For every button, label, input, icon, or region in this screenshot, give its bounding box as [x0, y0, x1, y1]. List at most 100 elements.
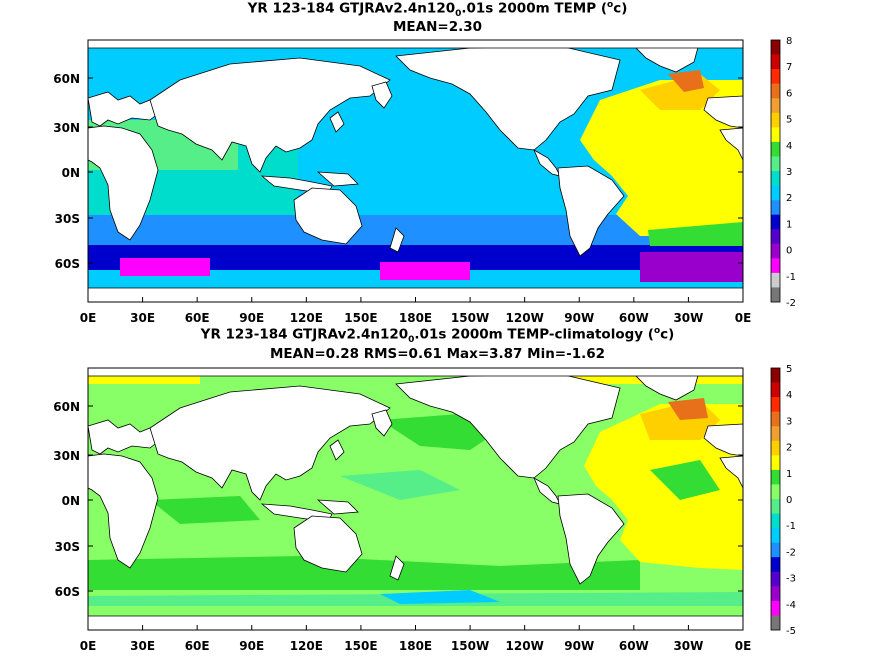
bottom-colorbar-label: 2	[786, 443, 792, 454]
bottom-nordic-seas	[668, 398, 708, 420]
top-lon-label: 90W	[564, 311, 594, 325]
bottom-colorbar-frame	[770, 367, 781, 631]
bottom-colorbar-swatch	[771, 440, 780, 456]
bottom-title-sub: 0	[408, 335, 415, 346]
bottom-colorbar-label: -1	[786, 521, 796, 532]
bottom-colorbar-swatch	[771, 542, 780, 558]
bottom-colorbar-label: -3	[786, 574, 796, 585]
top-colorbar-swatch	[771, 214, 780, 230]
top-colorbar-frame	[770, 39, 781, 303]
bottom-lat-label: 30N	[53, 449, 80, 463]
bottom-colorbar-swatch	[771, 426, 780, 442]
top-lon-label: 120W	[506, 311, 544, 325]
top-axis-labels: 60N 30N 0N 30S 60S 0E 30E 60E 90E 120E 150E 180E 150…	[53, 72, 751, 325]
bottom-lon-label: 90E	[239, 639, 264, 653]
top-lon-label: 0E	[80, 311, 97, 325]
bottom-blue-patch	[380, 590, 500, 604]
top-lat-label: 0N	[62, 166, 80, 180]
bottom-colorbar-swatch	[771, 484, 780, 500]
bottom-colorbar: 5 4 3 2 1 0 -1 -2 -3 -4 -5	[770, 364, 796, 637]
top-colorbar-label: -2	[786, 298, 796, 309]
bottom-colorbar-swatch	[771, 513, 780, 529]
top-lon-label: 0E	[735, 311, 752, 325]
top-lat-label: 60S	[55, 257, 80, 271]
top-lon-label: 90E	[239, 311, 264, 325]
top-colorbar-swatch	[771, 127, 780, 143]
top-colorbar-swatch	[771, 185, 780, 201]
top-colorbar-swatch	[771, 83, 780, 99]
top-colorbar-swatch	[771, 141, 780, 157]
top-colorbar-label: 5	[786, 115, 792, 126]
bottom-colorbar-swatch	[771, 528, 780, 543]
top-map-stats: MEAN=2.30	[392, 19, 483, 35]
bottom-lon-label: 180E	[399, 639, 432, 653]
bottom-colorbar-swatch	[771, 368, 780, 383]
top-colorbar-swatch	[771, 287, 780, 303]
top-colorbar-swatch	[771, 171, 780, 186]
top-lon-label: 60W	[619, 311, 649, 325]
top-ross-sea	[380, 262, 470, 280]
bottom-colorbar-swatch	[771, 455, 780, 471]
bottom-lat-label: 60N	[53, 400, 80, 414]
bottom-lon-label: 90W	[564, 639, 594, 653]
top-colorbar-label: 6	[786, 88, 792, 99]
bottom-lon-label: 60E	[185, 639, 210, 653]
bottom-lon-label: 60W	[619, 639, 649, 653]
top-colorbar: 8 7 6 5 4 3 2 1 0 -1 -2	[770, 36, 796, 309]
top-title-post: .01s 2000m TEMP (	[461, 0, 607, 17]
top-colorbar-swatch	[771, 272, 780, 288]
bottom-title-end: c)	[660, 326, 675, 343]
bottom-colorbar-swatch	[771, 600, 780, 616]
top-colorbar-label: 8	[786, 36, 792, 47]
bottom-colorbar-label: 0	[786, 495, 792, 506]
bottom-lon-label: 150W	[451, 639, 489, 653]
bottom-lon-label: 120E	[290, 639, 323, 653]
bottom-colorbar-swatch	[771, 411, 780, 427]
top-colorbar-swatch	[771, 69, 780, 84]
top-east-antarctic	[120, 258, 210, 276]
bottom-lat-label: 60S	[55, 585, 80, 599]
top-colorbar-swatch	[771, 54, 780, 70]
bottom-axis-labels: 60N 30N 0N 30S 60S 0E 30E 60E 90E 120E 150E 180E 150…	[53, 400, 751, 653]
top-colorbar-swatch	[771, 156, 780, 172]
top-atlantic	[580, 80, 743, 240]
top-lat-label: 30S	[55, 212, 80, 226]
bottom-lat-label: 30S	[55, 540, 80, 554]
top-lon-label: 150E	[344, 311, 377, 325]
bottom-map-title: YR 123-184 GTJRAv2.4n1200.01s 2000m TEMP…	[0, 326, 875, 345]
bottom-map-stats: MEAN=0.28 RMS=0.61 Max=3.87 Min=-1.62	[269, 346, 606, 362]
bottom-green-patch-2	[150, 496, 260, 524]
bottom-colorbar-swatch	[771, 586, 780, 602]
bottom-colorbar-label: 3	[786, 416, 792, 427]
top-colorbar-label: -1	[786, 272, 796, 283]
top-colorbar-swatch	[771, 112, 780, 128]
top-map	[88, 40, 743, 302]
bottom-colorbar-label: 1	[786, 469, 792, 480]
top-lon-label: 30W	[673, 311, 703, 325]
top-colorbar-label: 2	[786, 193, 792, 204]
top-title-end: c)	[613, 0, 628, 17]
top-title-deg: o	[607, 0, 614, 10]
bottom-colorbar-swatch	[771, 571, 780, 587]
bottom-map	[88, 368, 743, 630]
bottom-lon-label: 30E	[130, 639, 155, 653]
top-lat-label: 30N	[53, 121, 80, 135]
bottom-colorbar-swatch	[771, 469, 780, 485]
top-colorbar-swatch	[771, 243, 780, 259]
bottom-green-band	[88, 556, 640, 590]
bottom-colorbar-label: 4	[786, 390, 792, 401]
bottom-title-post: .01s 2000m TEMP-climatology (	[414, 326, 654, 343]
top-lon-label: 30E	[130, 311, 155, 325]
top-lon-label: 180E	[399, 311, 432, 325]
top-atlantic-south	[648, 222, 743, 246]
bottom-title-pre: YR 123-184 GTJRAv2.4n120	[200, 326, 409, 343]
top-lon-label: 60E	[185, 311, 210, 325]
bottom-colorbar-swatch	[771, 615, 780, 631]
top-lon-label: 150W	[451, 311, 489, 325]
bottom-title-deg: o	[653, 326, 661, 336]
bottom-colorbar-swatch	[771, 382, 780, 398]
top-weddell-sea	[640, 252, 743, 282]
top-colorbar-label: 7	[786, 62, 792, 73]
bottom-cyan-patch	[340, 470, 460, 500]
top-map-title: YR 123-184 GTJRAv2.4n1200.01s 2000m TEMP…	[0, 0, 875, 19]
